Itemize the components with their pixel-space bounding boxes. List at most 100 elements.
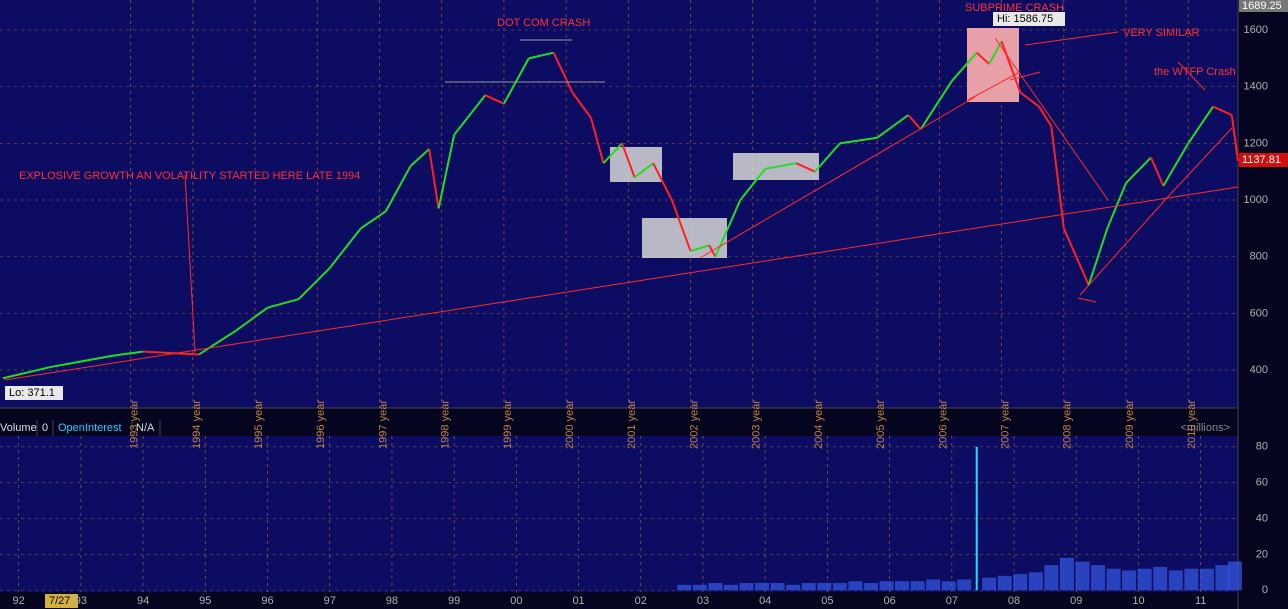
price-segment (2, 366, 50, 380)
price-segment (503, 57, 530, 105)
oi-value: N/A (136, 422, 155, 434)
annotation: EXPLOSIVE GROWTH AN VOLATILITY STARTED H… (19, 170, 360, 182)
volume-bar (692, 584, 707, 591)
hi-label-box (993, 12, 1065, 26)
x-tick-label: 1997 year (377, 400, 389, 449)
oi-label: OpenInterest (58, 422, 122, 434)
volume-bar (997, 575, 1012, 591)
price-segment (714, 199, 742, 258)
volume-bar (926, 579, 941, 591)
price-segment (1162, 142, 1190, 187)
x-tick-label: 97 (324, 595, 336, 607)
price-segment (1087, 228, 1109, 286)
price-segment (552, 52, 574, 93)
y-tick-label: 1000 (1244, 194, 1268, 206)
annotation: DOT COM CRASH (497, 17, 590, 29)
volume-label: Volume (0, 422, 37, 434)
y-tick-label: 20 (1256, 548, 1268, 560)
volume-bar (1106, 568, 1121, 591)
lo-label: Lo: 371.1 (9, 387, 55, 399)
x-tick-label: 2010 year (1186, 400, 1198, 449)
volume-bar (1122, 570, 1137, 591)
price-segment (976, 51, 990, 65)
time-axis (0, 592, 1288, 609)
volume-bar (863, 583, 878, 591)
x-tick-label: 05 (821, 595, 833, 607)
price-segment (1212, 105, 1233, 116)
volume-bar (708, 583, 723, 591)
date-box (45, 594, 78, 608)
price-segment (670, 199, 692, 252)
volume-bar (1059, 557, 1074, 591)
x-tick-label: 2009 year (1124, 400, 1136, 449)
price-segment (907, 114, 922, 130)
y-tick-label: 80 (1256, 441, 1268, 453)
x-tick-label: 2003 year (751, 400, 763, 449)
price-segment (876, 114, 909, 139)
y-tick-label: 1400 (1244, 81, 1268, 93)
x-tick-label: 2006 year (937, 400, 949, 449)
volume-bar (975, 446, 978, 591)
price-segment (267, 298, 299, 309)
price-segment (328, 227, 362, 269)
price-segment (453, 94, 487, 136)
price-axis-panel (1238, 0, 1288, 609)
x-tick-label: 2001 year (626, 400, 638, 449)
x-tick-label: 99 (448, 595, 460, 607)
volume-bar (910, 581, 925, 591)
annotation: VERY SIMILAR (1123, 27, 1200, 39)
range-lines (445, 39, 605, 83)
y-tick-label: 800 (1250, 251, 1268, 263)
volume-bar (770, 583, 785, 591)
price-segment (951, 52, 978, 82)
volume-value: 0 (42, 422, 48, 434)
price-segment (111, 350, 144, 357)
x-tick-label: 09 (1070, 595, 1082, 607)
price-segment (143, 350, 200, 356)
date-label: 7/27 (49, 595, 70, 607)
volume-bar (1215, 565, 1230, 591)
volume-bar (1199, 568, 1214, 591)
volume-bar (895, 581, 910, 591)
volume-bar (801, 583, 816, 591)
price-segment (1038, 106, 1053, 127)
x-tick-label: 2004 year (813, 400, 825, 449)
price-segment (590, 117, 605, 164)
price-panel (0, 0, 1238, 408)
x-tick-label: 1993 year (129, 400, 141, 449)
price-segment (571, 91, 592, 119)
price-segment (814, 142, 841, 173)
price-segment (839, 136, 878, 145)
x-tick-label: 02 (635, 595, 647, 607)
volume-bar (957, 579, 972, 591)
volume-bar (677, 584, 692, 591)
volume-bar (786, 584, 801, 591)
price-segment (360, 210, 387, 230)
volume-bar (1168, 570, 1183, 591)
price-segment (621, 143, 636, 178)
y-tick-label: 40 (1256, 512, 1268, 524)
price-segment (652, 162, 673, 201)
volume-bar (1028, 572, 1043, 591)
last-price-box (1239, 153, 1288, 167)
price-segment (1000, 41, 1022, 93)
x-tick-label: 1996 year (315, 400, 327, 449)
x-tick-label: 93 (75, 595, 87, 607)
price-segment (235, 306, 269, 332)
volume-bar (1137, 568, 1152, 591)
annotation: the WTFP Crash (1154, 66, 1236, 78)
price-segment (795, 162, 816, 173)
price-segment (1187, 105, 1214, 144)
price-segment (297, 267, 331, 300)
volume-bar (1075, 561, 1090, 591)
price-segment (919, 80, 953, 130)
volume-unit: <millions> (1180, 422, 1230, 434)
x-tick-label: 1998 year (440, 400, 452, 449)
price-segment (484, 94, 505, 105)
x-tick-label: 07 (946, 595, 958, 607)
price-segment (528, 51, 554, 60)
x-tick-label: 00 (510, 595, 522, 607)
x-tick-label: 2000 year (564, 400, 576, 449)
top-price: 1689.25 (1242, 0, 1282, 12)
